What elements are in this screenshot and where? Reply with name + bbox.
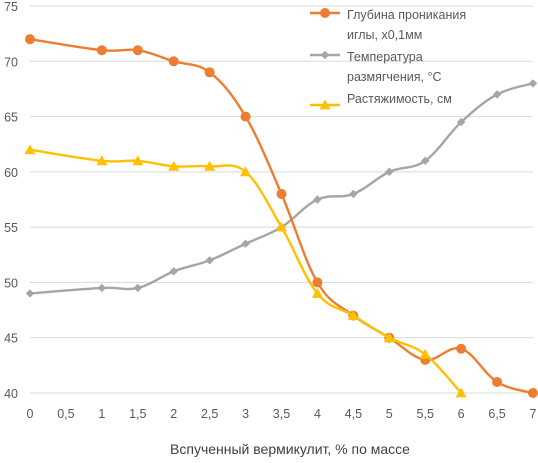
y-tick-label: 65 [4,111,18,125]
x-tick-label: 4,5 [345,407,362,421]
legend-marker [321,51,329,59]
legend-label: иглы, х0,1мм [347,28,422,42]
data-point [205,67,215,77]
x-tick-label: 0,5 [57,407,74,421]
series-3 [25,144,467,397]
x-tick-label: 1 [98,407,105,421]
x-axis-ticks: 0 0,5 1 1,5 2 2,5 3 3,5 4 4,5 5 5,5 6 6,5 7 [27,407,537,421]
legend-item-1: Глубина проникания иглы, х0,1мм [310,8,466,42]
legend-label: Температура [347,50,423,64]
x-tick-label: 3,5 [273,407,290,421]
data-point [133,45,143,55]
data-point [492,377,502,387]
series-line [30,39,533,393]
data-point [349,190,357,198]
y-tick-label: 70 [4,55,18,69]
series-line [30,83,533,293]
x-tick-label: 7 [530,407,537,421]
x-tick-label: 6 [458,407,465,421]
series-2 [26,79,537,297]
data-point [169,56,179,66]
grid-lines [30,6,533,393]
y-tick-label: 45 [4,332,18,346]
data-point [528,388,538,398]
series-layer [25,34,538,398]
data-point [205,256,213,264]
x-tick-label: 4 [314,407,321,421]
legend-label: Растяжимость, см [347,92,452,106]
data-point [277,189,287,199]
legend-item-2: Температура размягчения, °С [310,50,442,84]
x-tick-label: 5 [386,407,393,421]
x-tick-label: 6,5 [488,407,505,421]
x-tick-label: 2 [170,407,177,421]
data-point [456,344,466,354]
y-tick-label: 40 [4,387,18,401]
y-tick-label: 55 [4,221,18,235]
data-point [529,79,537,87]
y-tick-label: 75 [4,0,18,14]
y-axis-ticks: 40 45 50 55 60 65 70 75 [4,0,18,401]
legend-item-3: Растяжимость, см [310,92,452,109]
x-tick-label: 5,5 [417,407,434,421]
data-point [312,277,322,287]
x-tick-label: 3 [242,407,249,421]
series-1 [25,34,538,398]
x-tick-label: 2,5 [201,407,218,421]
y-tick-label: 60 [4,166,18,180]
data-point [97,45,107,55]
legend-label: Глубина проникания [347,8,466,22]
data-point [241,112,251,122]
legend-marker [320,8,330,18]
x-tick-label: 1,5 [129,407,146,421]
legend-label: размягчения, °С [347,70,442,84]
data-point [170,267,178,275]
data-point [98,284,106,292]
data-point [134,284,142,292]
data-point [25,34,35,44]
x-tick-label: 0 [27,407,34,421]
x-axis-label: Вспученный вермикулит, % по массе [170,441,410,457]
y-tick-label: 50 [4,276,18,290]
legend: Глубина проникания иглы, х0,1мм Температур… [310,8,466,109]
data-point [385,168,393,176]
data-point [241,240,249,248]
data-point [26,289,34,297]
series-line [30,150,461,393]
